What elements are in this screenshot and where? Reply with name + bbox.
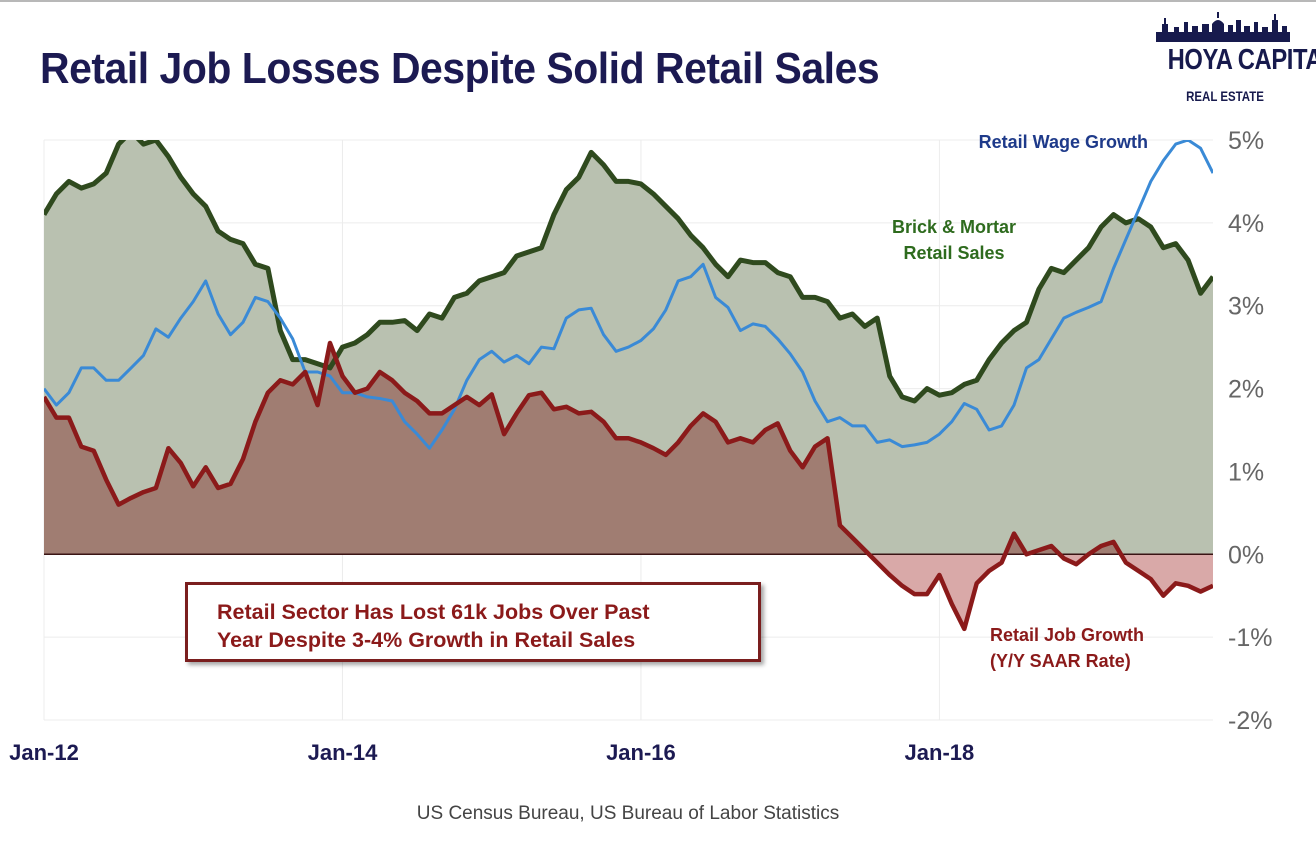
y-tick-label: 3% [1228,293,1264,321]
jobs-line [44,340,1213,632]
x-tick-label: Jan-16 [606,740,676,765]
logo-skyline-icon [1156,12,1290,42]
x-tick-label: Jan-12 [9,740,79,765]
annotation-box: Retail Sector Has Lost 61k Jobs Over Pas… [185,582,761,662]
y-tick-label: 2% [1228,376,1264,404]
y-tick-label: 4% [1228,210,1264,238]
chart-title: Retail Job Losses Despite Solid Retail S… [40,44,880,93]
sales-series-label: Retail Sales [903,243,1004,263]
annotation-line-1: Retail Sector Has Lost 61k Jobs Over Pas… [217,600,650,624]
sales-series-label: Brick & Mortar [892,217,1016,237]
chart-areas [44,140,1213,629]
y-tick-label: 5% [1228,127,1264,155]
jobs-area-negative [44,554,1213,629]
sales-line [44,140,1213,404]
jobs-series-label: Retail Job Growth [990,625,1144,645]
y-tick-label: -2% [1228,707,1272,735]
wage-series-label: Retail Wage Growth [979,132,1148,152]
x-tick-label: Jan-14 [308,740,378,765]
source-note: US Census Bureau, US Bureau of Labor Sta… [416,803,840,824]
y-tick-label: -1% [1228,624,1272,652]
logo-subtext: REAL ESTATE [1186,88,1264,104]
y-tick-label: 1% [1228,458,1264,486]
chart-lines [44,140,1213,632]
y-tick-label: 0% [1228,541,1264,569]
x-tick-label: Jan-18 [905,740,975,765]
annotation-line-2: Year Despite 3-4% Growth in Retail Sales [217,628,636,652]
wage-line [44,140,1213,450]
jobs-series-label: (Y/Y SAAR Rate) [990,651,1131,671]
top-rule [0,0,1316,2]
chart-axes: -2% -1% 0% 1% 2% 3% 4% 5% Jan-12 Jan-14 Jan-16 Jan-… [9,127,1272,765]
chart-labels: Retail Wage Growth Brick & Mortar Retail S… [892,132,1148,671]
